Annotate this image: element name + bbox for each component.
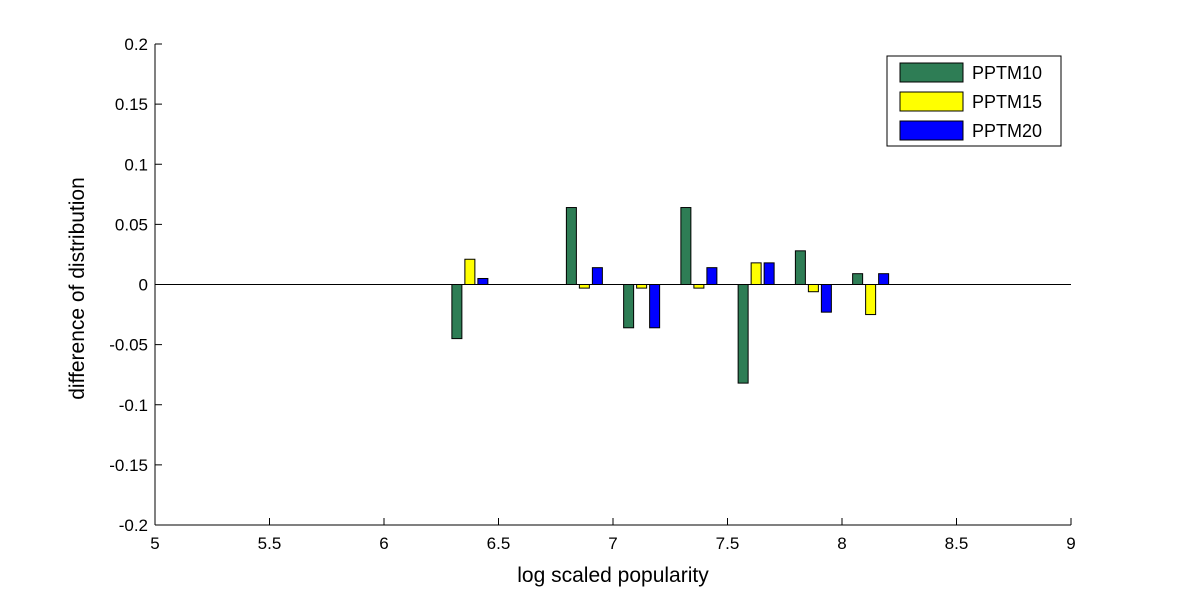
y-tick-label: 0 <box>139 276 148 295</box>
x-axis-title: log scaled popularity <box>517 564 709 587</box>
y-axis-title: difference of distribution <box>66 177 89 400</box>
bars-layer <box>451 207 890 384</box>
bar-pptm20-1 <box>591 267 603 286</box>
bar-pptm15-3 <box>693 284 705 289</box>
legend-label-pptm10: PPTM10 <box>972 63 1042 83</box>
bar-pptm15-1 <box>578 284 590 289</box>
bar-pptm10-0 <box>451 284 463 340</box>
y-tick-label: -0.05 <box>109 336 148 355</box>
x-tick-label: 7 <box>608 534 617 553</box>
x-tick-label: 5 <box>150 534 159 553</box>
legend: PPTM10 PPTM15 PPTM20 <box>886 55 1062 147</box>
x-tick-label: 5.5 <box>258 534 282 553</box>
y-tick-label: 0.1 <box>124 155 148 174</box>
bar-pptm15-0 <box>464 258 476 285</box>
bar-pptm15-2 <box>636 284 648 289</box>
axes-layer: 5 5.5 6 6.5 7 7.5 8 8.5 9 0.2 0.15 0.1 0.05 0 -0.05 -0.… <box>109 35 1075 553</box>
bar-pptm15-5 <box>807 284 819 293</box>
bar-pptm10-2 <box>623 284 635 329</box>
y-tick-label: -0.2 <box>119 516 148 535</box>
bar-pptm20-3 <box>706 267 718 286</box>
bar-pptm10-6 <box>852 273 864 285</box>
x-tick-label: 8 <box>837 534 846 553</box>
x-tick-label: 9 <box>1066 534 1075 553</box>
bar-pptm10-3 <box>680 207 692 285</box>
y-tick-label: 0.05 <box>115 215 148 234</box>
y-tick-label: 0.2 <box>124 35 148 54</box>
legend-swatch-pptm15 <box>899 91 964 112</box>
bar-pptm20-5 <box>820 284 832 313</box>
x-tick-label: 6 <box>379 534 388 553</box>
bar-pptm10-1 <box>565 207 577 285</box>
x-tick-label: 6.5 <box>487 534 511 553</box>
bar-pptm20-2 <box>649 284 661 329</box>
legend-label-pptm15: PPTM15 <box>972 92 1042 112</box>
x-tick-label: 8.5 <box>945 534 969 553</box>
y-tick-label: -0.15 <box>109 456 148 475</box>
x-tick-label: 7.5 <box>716 534 740 553</box>
bar-pptm15-6 <box>865 284 877 316</box>
legend-label-pptm20: PPTM20 <box>972 121 1042 141</box>
legend-swatch-pptm10 <box>899 62 964 83</box>
y-tick-label: -0.1 <box>119 396 148 415</box>
bar-pptm15-4 <box>750 262 762 285</box>
bar-pptm20-6 <box>878 273 890 285</box>
bar-pptm20-4 <box>763 262 775 285</box>
bar-pptm20-0 <box>477 277 489 285</box>
legend-swatch-pptm20 <box>899 120 964 141</box>
bar-pptm10-5 <box>794 250 806 285</box>
bar-pptm10-4 <box>737 284 749 384</box>
y-tick-label: 0.15 <box>115 95 148 114</box>
